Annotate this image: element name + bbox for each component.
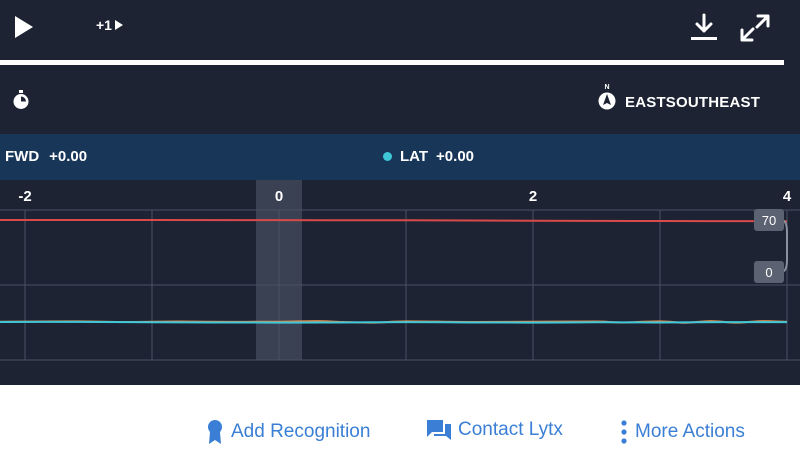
contact-lytx-label: Contact Lytx [458,419,563,440]
x-tick-label: -2 [18,188,31,205]
compass-north-letter: N [604,84,609,91]
legend-fwd: FWD +0.00 [5,148,87,165]
event-actions: Add Recognition Contact Lytx More Action… [0,385,800,464]
x-tick-label: 0 [275,188,283,205]
skip-forward-label: +1 [96,17,112,33]
skip-forward-icon [114,20,123,30]
skip-forward-button[interactable]: +1 [96,17,124,33]
y-badge [754,261,784,283]
add-recognition-label: Add Recognition [231,421,371,442]
legend-lat-label: LAT [400,148,429,165]
heading-direction: EASTSOUTHEAST [625,94,761,111]
lat-series-dot [383,152,392,161]
x-tick-label: 4 [783,188,792,205]
x-tick-label: 2 [529,188,537,205]
playback-progress-bar[interactable] [0,58,800,66]
telemetry-chart[interactable]: -2 0 2 4 70 0 [0,180,800,385]
legend-fwd-label: FWD [5,148,40,165]
legend-fwd-value: +0.00 [49,148,88,165]
play-icon[interactable] [12,14,36,40]
playback-progress-fill [0,60,784,65]
y-badge-label: 0 [765,265,772,280]
chart-legend: FWD +0.00 LAT +0.00 [0,134,800,180]
telemetry-info-row: N EASTSOUTHEAST [0,66,800,134]
y-range-bracket [780,219,788,273]
telemetry-chart-svg: -2 0 2 4 70 0 [0,180,800,361]
stopwatch-icon [13,90,29,109]
player-toolbar: +1 [0,0,800,60]
contact-lytx-button[interactable]: Contact Lytx [426,419,563,441]
y-badge-label: 70 [762,213,776,228]
more-vertical-icon [621,420,627,444]
chat-bubbles-icon [427,420,451,440]
award-ribbon-icon [208,420,222,444]
legend-lat: LAT +0.00 [383,148,474,165]
lat-line [0,320,788,324]
add-recognition-button[interactable]: Add Recognition [205,419,370,445]
download-icon[interactable] [688,12,720,44]
y-badge [754,209,784,231]
more-actions-label: More Actions [635,421,745,442]
speed-line [0,218,788,223]
compass-icon: N [598,84,616,110]
legend-lat-value: +0.00 [436,148,475,165]
more-actions-button[interactable]: More Actions [619,419,745,445]
fullscreen-icon[interactable] [738,12,772,44]
